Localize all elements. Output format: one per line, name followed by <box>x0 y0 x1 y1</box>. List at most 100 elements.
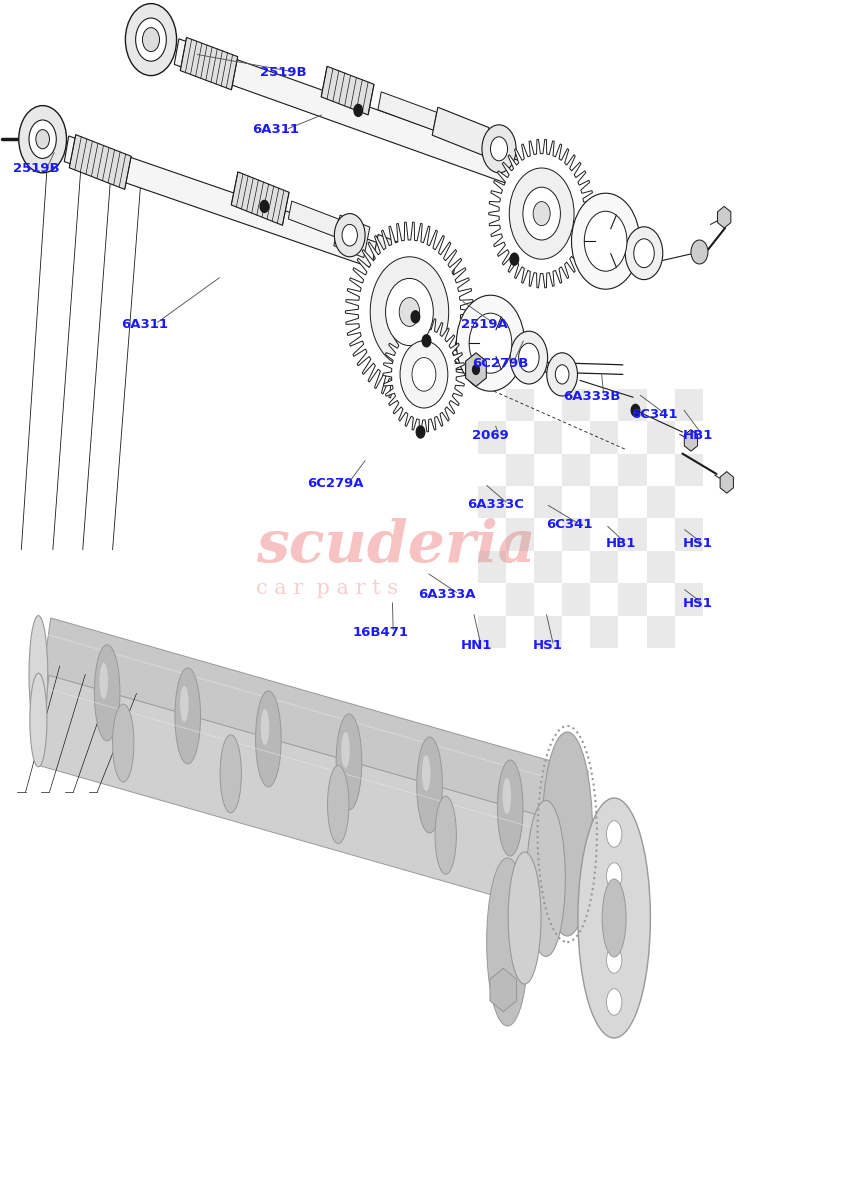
Ellipse shape <box>577 798 649 1038</box>
Ellipse shape <box>435 797 456 874</box>
Bar <box>646 486 674 518</box>
Polygon shape <box>717 206 730 228</box>
Circle shape <box>36 130 49 149</box>
Polygon shape <box>465 353 486 386</box>
Ellipse shape <box>112 704 134 782</box>
Circle shape <box>490 137 507 161</box>
Ellipse shape <box>220 734 241 812</box>
Bar <box>590 486 618 518</box>
Bar <box>646 551 674 583</box>
Bar <box>590 421 618 454</box>
Text: HB1: HB1 <box>605 538 636 550</box>
Circle shape <box>135 18 166 61</box>
Polygon shape <box>488 139 594 288</box>
Text: HB1: HB1 <box>682 430 712 442</box>
Circle shape <box>584 211 626 271</box>
Circle shape <box>370 257 448 367</box>
Circle shape <box>399 298 419 326</box>
Ellipse shape <box>180 686 188 722</box>
Bar <box>533 616 561 648</box>
Text: HN1: HN1 <box>460 640 492 652</box>
Text: 2069: 2069 <box>471 430 508 442</box>
Bar <box>561 454 590 486</box>
Ellipse shape <box>508 852 540 984</box>
Circle shape <box>416 426 424 438</box>
Circle shape <box>342 224 357 246</box>
Bar <box>533 486 561 518</box>
Circle shape <box>532 202 550 226</box>
Circle shape <box>509 168 573 259</box>
Circle shape <box>400 341 447 408</box>
Bar <box>646 421 674 454</box>
Ellipse shape <box>606 989 621 1015</box>
Circle shape <box>633 239 653 268</box>
Circle shape <box>385 278 433 346</box>
Text: 2519A: 2519A <box>460 318 507 330</box>
Text: 6A333B: 6A333B <box>562 390 619 402</box>
Ellipse shape <box>29 616 48 733</box>
Ellipse shape <box>100 662 108 698</box>
Polygon shape <box>231 172 289 226</box>
Ellipse shape <box>606 905 621 931</box>
Ellipse shape <box>336 714 361 810</box>
Text: 6A311: 6A311 <box>121 318 168 330</box>
Text: 2519B: 2519B <box>13 162 60 174</box>
Ellipse shape <box>327 766 348 844</box>
Circle shape <box>571 193 639 289</box>
Circle shape <box>509 253 518 265</box>
Polygon shape <box>345 222 473 402</box>
Polygon shape <box>321 66 373 115</box>
Circle shape <box>555 365 568 384</box>
Ellipse shape <box>526 800 565 956</box>
Circle shape <box>546 353 577 396</box>
Polygon shape <box>432 107 488 156</box>
Bar <box>674 389 702 421</box>
Bar <box>674 454 702 486</box>
Circle shape <box>334 214 365 257</box>
Text: HS1: HS1 <box>682 598 711 610</box>
Circle shape <box>518 343 538 372</box>
Bar <box>561 389 590 421</box>
Circle shape <box>422 335 430 347</box>
Ellipse shape <box>606 821 621 847</box>
Polygon shape <box>372 234 420 280</box>
Circle shape <box>481 125 515 173</box>
Bar <box>618 518 646 551</box>
Bar <box>561 518 590 551</box>
Circle shape <box>412 358 435 391</box>
Ellipse shape <box>606 863 621 889</box>
Circle shape <box>142 28 159 52</box>
Polygon shape <box>383 317 464 432</box>
Circle shape <box>472 365 479 374</box>
Text: HS1: HS1 <box>532 640 562 652</box>
Ellipse shape <box>95 644 120 740</box>
Circle shape <box>469 313 511 373</box>
Text: 6A333A: 6A333A <box>417 588 475 600</box>
Ellipse shape <box>606 947 621 973</box>
Bar <box>533 421 561 454</box>
Bar <box>618 454 646 486</box>
Ellipse shape <box>422 755 430 791</box>
Polygon shape <box>69 134 131 190</box>
Circle shape <box>522 187 560 240</box>
Bar <box>477 421 505 454</box>
Circle shape <box>411 311 419 323</box>
Circle shape <box>456 295 524 391</box>
Bar <box>505 518 533 551</box>
Text: HS1: HS1 <box>682 538 711 550</box>
Ellipse shape <box>341 732 349 768</box>
Text: 6A333C: 6A333C <box>467 498 524 510</box>
Polygon shape <box>34 618 588 884</box>
Ellipse shape <box>497 760 522 856</box>
Text: 6C341: 6C341 <box>545 518 592 530</box>
Bar <box>674 518 702 551</box>
Text: 6C279B: 6C279B <box>471 358 527 370</box>
Bar <box>477 616 505 648</box>
Text: 6C279A: 6C279A <box>307 478 363 490</box>
Ellipse shape <box>256 691 281 787</box>
Polygon shape <box>180 37 238 90</box>
Circle shape <box>625 227 662 280</box>
Bar <box>477 551 505 583</box>
Polygon shape <box>489 968 516 1012</box>
Polygon shape <box>288 202 338 236</box>
